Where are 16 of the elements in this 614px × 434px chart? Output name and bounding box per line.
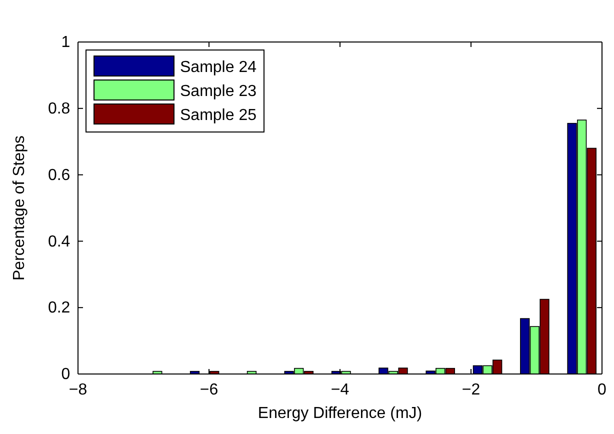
x-tick-label: −2 (462, 382, 480, 399)
x-tick-label: 0 (598, 382, 607, 399)
x-tick-label: −8 (68, 382, 88, 399)
y-axis-title: Percentage of Steps (11, 136, 28, 280)
y-tick-label: 0.2 (48, 300, 70, 317)
y-tick-label: 1 (61, 34, 70, 52)
y-tick-label: 0 (61, 366, 70, 384)
legend-label: Sample 25 (180, 107, 257, 124)
x-axis-title: Energy Difference (mJ) (258, 405, 422, 422)
legend-label: Sample 24 (180, 59, 257, 76)
legend-label: Sample 23 (180, 83, 257, 100)
x-tick-label: −4 (330, 382, 350, 399)
y-tick-label: 0.6 (48, 166, 70, 184)
y-tick-label: 0.4 (48, 233, 70, 250)
x-tick-label: −6 (200, 382, 218, 399)
y-tick-label: 0.8 (48, 100, 70, 118)
